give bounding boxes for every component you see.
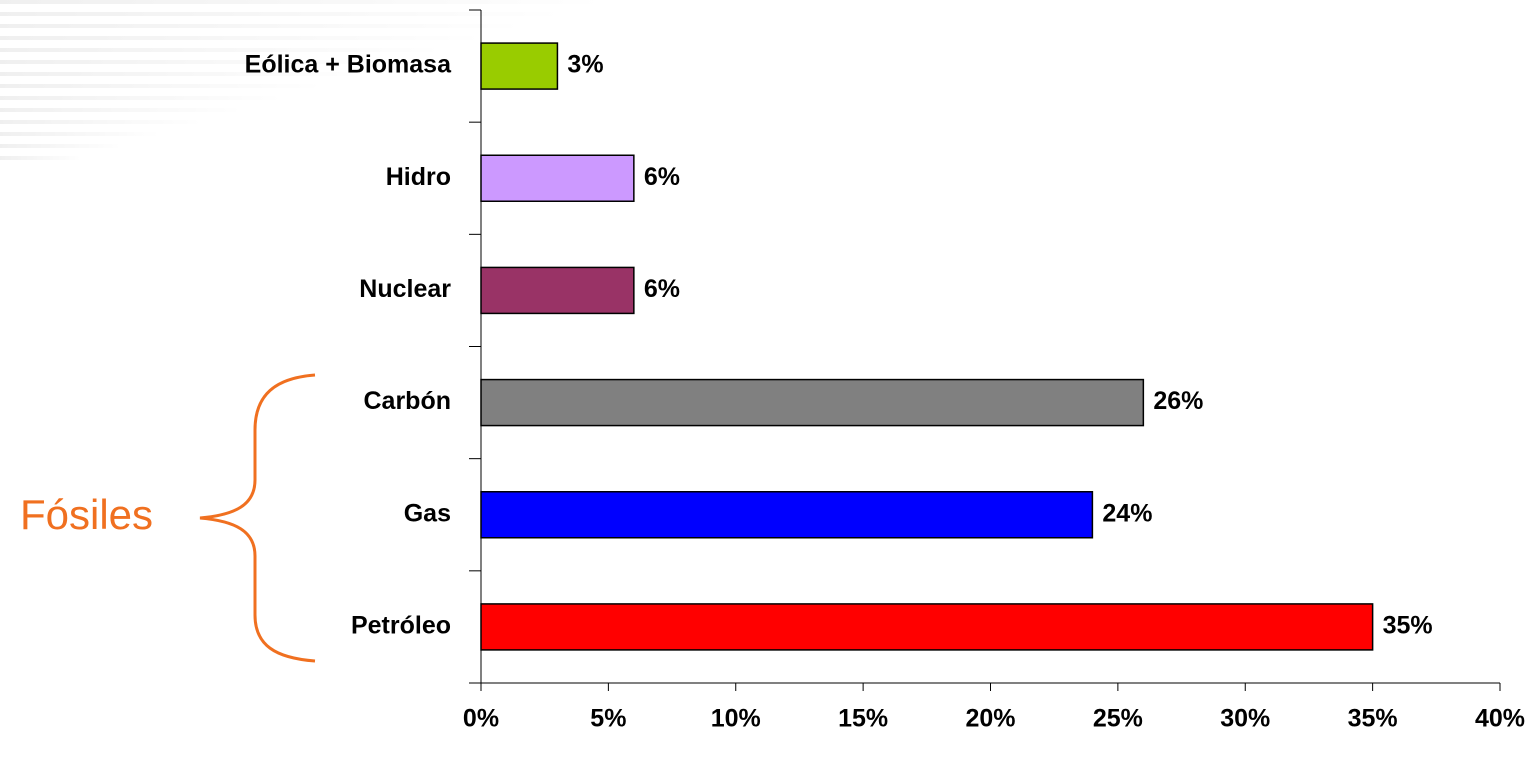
bar (480, 154, 635, 202)
y-tick-label: Nuclear (359, 275, 451, 303)
x-tick-label: 20% (965, 705, 1015, 733)
value-label: 24% (1102, 499, 1152, 527)
x-tick-label: 25% (1093, 705, 1143, 733)
x-tick-label: 15% (838, 705, 888, 733)
x-tick-label: 5% (590, 705, 626, 733)
y-tick-label: Hidro (386, 163, 451, 191)
bar (480, 603, 1374, 651)
background-stripes (0, 0, 600, 160)
x-tick-label: 0% (463, 705, 499, 733)
bar (480, 266, 635, 315)
value-label: 35% (1383, 612, 1433, 640)
bar (480, 42, 559, 90)
value-label: 6% (644, 275, 680, 303)
x-tick-label: 35% (1348, 705, 1398, 733)
y-tick-label: Eólica + Biomasa (245, 51, 452, 79)
y-tick-label: Carbón (364, 387, 452, 415)
y-tick-label: Petróleo (351, 612, 451, 640)
x-tick-label: 40% (1475, 705, 1525, 733)
value-label: 26% (1153, 387, 1203, 415)
y-tick-label: Gas (404, 499, 451, 527)
x-tick-label: 10% (711, 705, 761, 733)
bar (480, 491, 1094, 539)
value-label: 6% (644, 163, 680, 191)
x-tick-label: 30% (1220, 705, 1270, 733)
brace (199, 373, 316, 663)
annotation: Fósiles (20, 491, 153, 538)
bar (480, 378, 1145, 427)
value-label: 3% (567, 51, 603, 79)
